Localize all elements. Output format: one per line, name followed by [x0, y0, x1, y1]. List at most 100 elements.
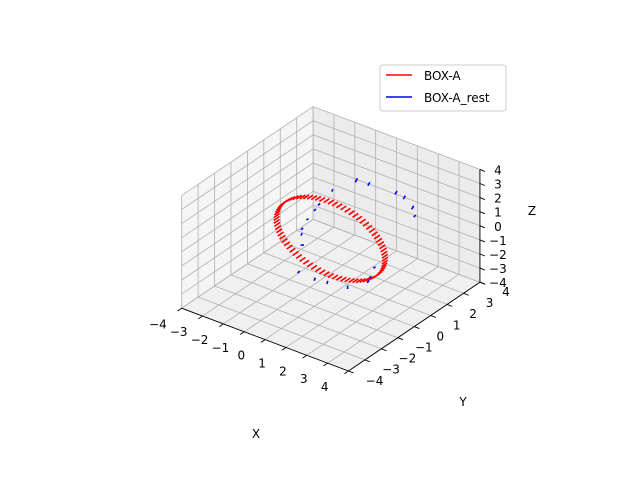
box-a-segment — [314, 195, 322, 201]
z-tick-label: −1 — [489, 234, 507, 248]
box-a-segment — [274, 207, 282, 213]
box-a-rest-segment — [372, 266, 376, 269]
legend: BOX-A BOX-A_rest — [379, 64, 507, 112]
x-tick-label: 2 — [279, 364, 287, 378]
box-a-rest-segment — [394, 190, 398, 195]
box-a-segment — [381, 259, 389, 265]
box-a-segment — [273, 221, 281, 227]
box-a-segment — [377, 241, 385, 247]
x-tick-label: 3 — [300, 372, 308, 386]
box-a-segment — [380, 264, 387, 270]
x-axis-label: X — [252, 427, 260, 441]
box-a-segment — [348, 277, 355, 284]
legend-label-box-a-rest: BOX-A_rest — [424, 91, 490, 105]
y-tick-mark — [463, 292, 469, 296]
box-a-segment — [340, 205, 347, 211]
box-a-segment — [295, 253, 303, 260]
box-a-segment — [362, 221, 370, 227]
grid-line — [312, 120, 481, 184]
box-a-segment — [306, 262, 314, 268]
box-a-segment — [310, 195, 318, 201]
z-tick-label: −4 — [489, 276, 507, 290]
grid-line — [312, 134, 481, 198]
box-a-segment — [283, 241, 291, 247]
box-a-segment — [371, 231, 378, 237]
box-a-segment — [381, 262, 388, 268]
grid-line — [181, 106, 314, 196]
box-a-segment — [275, 228, 283, 234]
z-tick-mark — [479, 211, 486, 215]
x-tick-mark — [260, 339, 266, 343]
box-a-segment — [331, 201, 339, 207]
y-tick-mark — [348, 370, 354, 374]
box-a-segment — [355, 215, 363, 221]
grid-line — [312, 106, 481, 170]
z-axis-label: Z — [528, 204, 536, 218]
z-tick-label: 3 — [494, 178, 502, 192]
box-a-rest-segment — [413, 214, 417, 218]
z-tick-label: 4 — [494, 163, 502, 177]
y-tick-label: 2 — [469, 307, 477, 321]
box-a-rest-segment — [367, 181, 371, 187]
x-tick-mark — [323, 362, 328, 367]
grid-line — [181, 134, 314, 224]
grid-line — [296, 230, 464, 294]
grid-line — [285, 258, 418, 348]
box-a-segment — [292, 250, 299, 257]
y-tick-label: −3 — [382, 363, 400, 377]
box-a-segment — [344, 277, 351, 283]
box-a-rest-segment — [410, 205, 415, 210]
box-a-segment — [302, 194, 310, 200]
y-tick-mark — [381, 348, 387, 352]
z-tick-mark — [479, 239, 486, 243]
box-a-segment — [277, 203, 285, 209]
x-tick-label: 0 — [237, 349, 245, 363]
grid-line — [181, 120, 314, 210]
box-a-segment — [359, 218, 366, 224]
box-a-segment — [362, 277, 370, 283]
box-a-segment — [379, 266, 386, 273]
y-tick-label: 3 — [486, 296, 494, 310]
box-a-segment — [277, 231, 285, 237]
box-a-segment — [274, 224, 282, 231]
box-a-segment — [299, 194, 306, 200]
box-a-segment — [381, 250, 388, 256]
y-tick-mark — [446, 303, 453, 307]
box-a-segment — [340, 276, 347, 282]
box-a-rest-segment — [313, 277, 317, 281]
y-axis-label: Y — [458, 395, 467, 409]
box-a-segment — [286, 244, 293, 250]
box-a-segment — [279, 234, 286, 240]
box-a-segment — [299, 256, 306, 262]
legend-label-box-a: BOX-A — [424, 69, 461, 83]
y-tick-mark — [414, 326, 420, 329]
box-a-segment — [381, 253, 389, 259]
box-a-rest-segment — [368, 275, 372, 279]
x-tick-label: 1 — [258, 357, 266, 371]
z-tick-label: −3 — [489, 262, 507, 276]
axis-panes — [181, 106, 480, 371]
x-tick-mark — [302, 354, 308, 359]
x-tick-label: −2 — [191, 333, 209, 347]
x-tick-mark — [239, 331, 245, 335]
box-a-segment — [355, 278, 363, 284]
x-tick-label: −3 — [170, 325, 188, 339]
box-a-segment — [302, 259, 310, 265]
y-tick-label: −1 — [415, 341, 433, 355]
z-tick-mark — [479, 183, 486, 186]
box-a-segment — [327, 272, 335, 279]
box-a-segment — [380, 247, 387, 253]
box-a-segment — [292, 195, 299, 201]
grid-line — [181, 162, 314, 253]
x-axis-line — [181, 307, 349, 372]
box-a-segment — [335, 275, 343, 281]
x-tick-label: −4 — [149, 317, 167, 331]
z-tick-mark — [479, 168, 486, 172]
grid-line — [312, 148, 481, 213]
box-a-segment — [348, 210, 355, 216]
y-tick-mark — [364, 359, 371, 363]
z-tick-mark — [479, 267, 486, 271]
z-tick-mark — [479, 281, 486, 285]
